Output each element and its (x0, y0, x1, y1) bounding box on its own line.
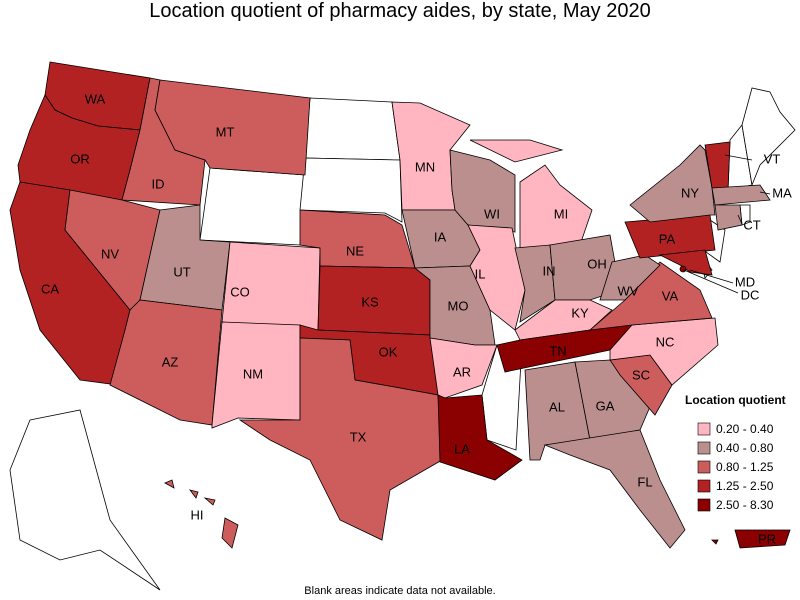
state-label: KS (361, 294, 379, 309)
state-label: CT (743, 217, 760, 232)
state-label: NM (243, 366, 263, 381)
state-shape (467, 224, 526, 331)
state-shape (221, 517, 239, 549)
state-label: MI (554, 206, 568, 221)
state-label: PR (758, 531, 776, 546)
state-label: NY (681, 185, 699, 200)
state-shape (469, 139, 564, 163)
state-label: NC (656, 334, 675, 349)
state-label: OH (587, 256, 607, 271)
title: Location quotient of pharmacy aides, by … (149, 0, 650, 22)
state-shape (711, 539, 719, 545)
footnote: Blank areas indicate data not available. (304, 585, 495, 597)
leader-line (737, 214, 743, 225)
state-label: SC (632, 367, 650, 382)
legend-swatch (697, 460, 711, 474)
states (9, 61, 791, 549)
state-label: VA (662, 288, 679, 303)
state-label: TX (350, 429, 367, 444)
state-label: TN (549, 343, 566, 358)
state-label: IL (475, 266, 486, 281)
legend-title: Location quotient (685, 393, 786, 407)
state-label: MA (772, 185, 792, 200)
blank-state (741, 87, 796, 187)
state-label: CA (41, 281, 59, 296)
state-label: LA (454, 441, 470, 456)
legend-swatch (697, 441, 711, 455)
blank-state (299, 157, 403, 223)
legend-swatch (697, 498, 711, 512)
state-shape (154, 79, 311, 176)
state-shape (238, 337, 443, 541)
state-shape (164, 479, 175, 489)
state-label: NE (346, 243, 364, 258)
legend: Location quotient 0.20 - 0.40 0.40 - 0.80… (685, 393, 786, 512)
state-label: WA (85, 91, 106, 106)
state-label: OK (379, 344, 398, 359)
legend-label: 0.80 - 1.25 (716, 460, 774, 474)
blank-states (9, 87, 796, 591)
state-label: WI (484, 206, 500, 221)
state-label: ID (152, 176, 165, 191)
blank-state (304, 97, 401, 161)
blank-state (9, 409, 161, 591)
leader-line (759, 191, 771, 195)
state-shape (734, 529, 791, 549)
state-label: KY (571, 305, 589, 320)
state-shape (437, 394, 523, 481)
state-label: IN (543, 263, 556, 278)
state-label: MO (448, 298, 469, 313)
state-label: AR (453, 364, 471, 379)
legend-swatch (697, 422, 711, 436)
state-shape (711, 184, 771, 206)
state-shape (203, 497, 216, 506)
leader-line (683, 269, 739, 294)
state-label: FL (637, 474, 652, 489)
state-shape (629, 144, 716, 223)
state-label: WV (618, 283, 639, 298)
blank-state (199, 167, 306, 246)
state-labels: WA OR CA NV ID MT UT AZ CO NM NE KS OK TX MN IA MO AR LA WI… (41, 91, 792, 546)
state-shape (514, 244, 556, 323)
state-shape (543, 429, 686, 549)
state-label: VT (764, 151, 781, 166)
state-shape (714, 204, 743, 231)
state-label: DC (741, 287, 760, 302)
state-label: IA (434, 229, 447, 244)
legend-label: 0.40 - 0.80 (716, 441, 774, 455)
state-label: OR (70, 151, 90, 166)
state-label: AZ (162, 354, 179, 369)
state-label: CO (230, 284, 250, 299)
legend-label: 1.25 - 2.50 (716, 479, 774, 493)
state-label: PA (659, 231, 676, 246)
state-label: MN (415, 159, 435, 174)
state-label: HI (191, 507, 204, 522)
state-shape (189, 489, 199, 499)
legend-label: 0.20 - 0.40 (716, 422, 774, 436)
state-label: GA (596, 398, 615, 413)
legend-label: 2.50 - 8.30 (716, 498, 774, 512)
legend-swatch (697, 479, 711, 493)
state-label: UT (173, 264, 190, 279)
state-label: NV (101, 246, 119, 261)
leader-line (689, 269, 734, 284)
state-label: MT (216, 124, 235, 139)
state-shape (109, 299, 223, 426)
state-label: AL (549, 399, 565, 414)
leader-line (724, 154, 753, 161)
state-shape (679, 265, 687, 273)
state-label: MD (735, 274, 755, 289)
